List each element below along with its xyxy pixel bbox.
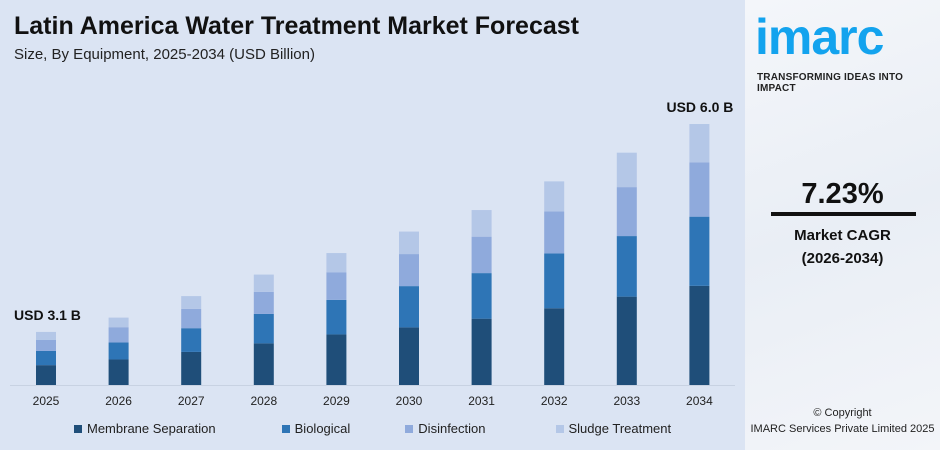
bar-segment-membrane-separation-2027: [181, 351, 202, 385]
total-label: USD 3.1 B: [14, 307, 81, 323]
bar-segment-biological-2026: [108, 342, 129, 360]
bar-segment-membrane-separation-2033: [616, 296, 637, 385]
legend-swatch: [405, 424, 414, 433]
bar-segment-membrane-separation-2025: [36, 365, 56, 385]
x-tick-label: 2026: [105, 394, 132, 408]
legend-label: Membrane Separation: [87, 421, 216, 436]
bar-segment-biological-2028: [253, 313, 274, 344]
bar-segment-biological-2033: [616, 236, 637, 297]
bar-segment-biological-2029: [326, 299, 347, 335]
legend-label: Biological: [294, 421, 351, 436]
bar-segment-disinfection-2025: [36, 339, 56, 351]
cagr-period: (2026-2034): [801, 250, 884, 267]
bar-segment-sludge-treatment-2029: [326, 253, 347, 273]
bar-segment-disinfection-2032: [544, 211, 565, 254]
legend-swatch: [555, 424, 564, 433]
legend-item: Sludge Treatment: [555, 421, 672, 436]
x-tick-label: 2031: [468, 394, 495, 408]
x-tick-label: 2032: [541, 394, 568, 408]
bar-segment-membrane-separation-2030: [399, 327, 419, 385]
tagline: TRANSFORMING IDEAS INTO IMPACT: [757, 72, 904, 94]
bar-segment-membrane-separation-2026: [108, 359, 129, 385]
bar-segment-sludge-treatment-2030: [399, 231, 419, 255]
x-tick-label: 2025: [33, 394, 60, 408]
bar-segment-biological-2032: [544, 253, 565, 309]
bar-segment-sludge-treatment-2031: [471, 210, 492, 237]
bar-segment-disinfection-2031: [471, 236, 492, 274]
bar-segment-sludge-treatment-2028: [253, 274, 274, 292]
bar-segment-sludge-treatment-2034: [689, 124, 710, 163]
bar-segment-disinfection-2027: [181, 308, 202, 329]
x-tick-label: 2029: [323, 394, 350, 408]
bar-segment-biological-2025: [36, 350, 56, 366]
bar-segment-sludge-treatment-2032: [544, 181, 565, 212]
x-tick-label: 2028: [250, 394, 277, 408]
bar-segment-membrane-separation-2029: [326, 334, 347, 385]
chart-title: Latin America Water Treatment Market For…: [14, 12, 580, 40]
bar-segment-biological-2027: [181, 328, 202, 352]
cagr-value: 7.23%: [801, 178, 884, 210]
legend-item: Membrane Separation: [74, 421, 216, 436]
company-name: IMARC Services Private Limited 2025: [750, 423, 935, 435]
bar-segment-disinfection-2028: [253, 291, 274, 314]
bar-segment-disinfection-2030: [399, 254, 419, 287]
x-tick-label: 2034: [686, 394, 713, 408]
sidebar-panel: imarc TRANSFORMING IDEAS INTO IMPACT 7.2…: [745, 0, 940, 450]
bar-segment-membrane-separation-2031: [471, 318, 492, 385]
chart-subtitle: Size, By Equipment, 2025-2034 (USD Billi…: [14, 46, 315, 63]
bar-segment-membrane-separation-2028: [253, 343, 274, 385]
divider: [771, 212, 916, 216]
bar-segment-sludge-treatment-2027: [181, 296, 202, 309]
x-tick-label: 2030: [396, 394, 423, 408]
total-label: USD 6.0 B: [666, 99, 733, 115]
bar-segment-disinfection-2034: [689, 162, 710, 217]
bar-segment-sludge-treatment-2025: [36, 331, 56, 340]
imarc-logo: imarc: [755, 9, 884, 65]
bar-segment-membrane-separation-2032: [544, 308, 565, 385]
legend-swatch: [281, 424, 290, 433]
bar-segment-disinfection-2026: [108, 327, 129, 343]
x-tick-label: 2033: [613, 394, 640, 408]
cagr-label: Market CAGR: [794, 227, 891, 244]
bar-segment-biological-2031: [471, 273, 492, 319]
bar-segment-biological-2030: [399, 286, 419, 328]
x-tick-label: 2027: [178, 394, 205, 408]
legend: Membrane Separation Biological Disinfectio…: [74, 421, 671, 436]
bar-segment-biological-2034: [689, 216, 710, 286]
legend-swatch: [74, 424, 82, 433]
legend-label: Sludge Treatment: [568, 421, 672, 436]
bar-segment-membrane-separation-2034: [689, 285, 710, 385]
bar-segment-disinfection-2033: [616, 187, 637, 237]
bar-segment-sludge-treatment-2033: [616, 152, 637, 188]
copyright: © Copyright: [813, 407, 872, 419]
stacked-bar-chart: 2025 USD 3.1 B 2026 2027 2028 2029 2030 2031 203…: [10, 99, 735, 408]
legend-label: Disinfection: [418, 421, 486, 436]
bar-segment-sludge-treatment-2026: [108, 317, 129, 328]
legend-item: Biological: [281, 421, 351, 436]
bar-segment-disinfection-2029: [326, 272, 347, 300]
legend-item: Disinfection: [405, 421, 486, 436]
